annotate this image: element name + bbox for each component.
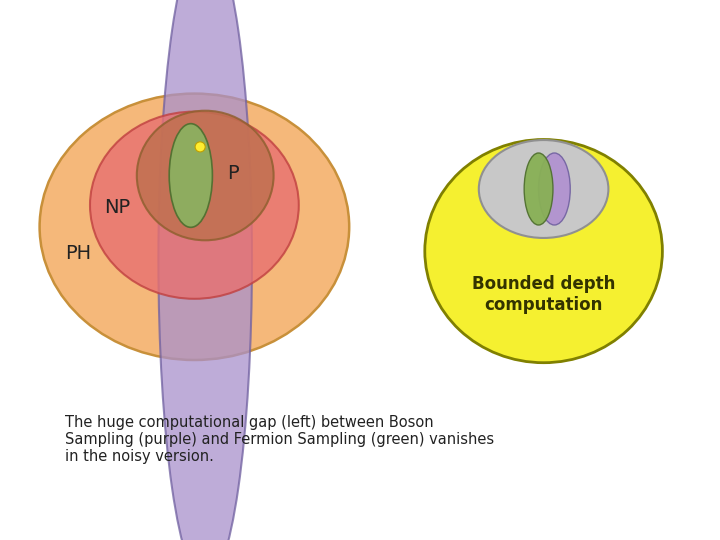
Text: The huge computational gap (left) between Boson
Sampling (purple) and Fermion Sa: The huge computational gap (left) betwee…: [65, 415, 494, 464]
Ellipse shape: [524, 153, 553, 225]
Text: PH: PH: [65, 244, 91, 264]
Ellipse shape: [137, 111, 274, 240]
Ellipse shape: [158, 0, 252, 540]
Ellipse shape: [40, 93, 349, 360]
Ellipse shape: [425, 139, 662, 363]
Ellipse shape: [195, 142, 205, 152]
Ellipse shape: [169, 124, 212, 227]
Text: NP: NP: [104, 198, 130, 218]
Ellipse shape: [479, 140, 608, 238]
Text: P: P: [227, 164, 238, 184]
Text: Bounded depth
computation: Bounded depth computation: [472, 275, 616, 314]
Ellipse shape: [90, 112, 299, 299]
Ellipse shape: [539, 153, 570, 225]
